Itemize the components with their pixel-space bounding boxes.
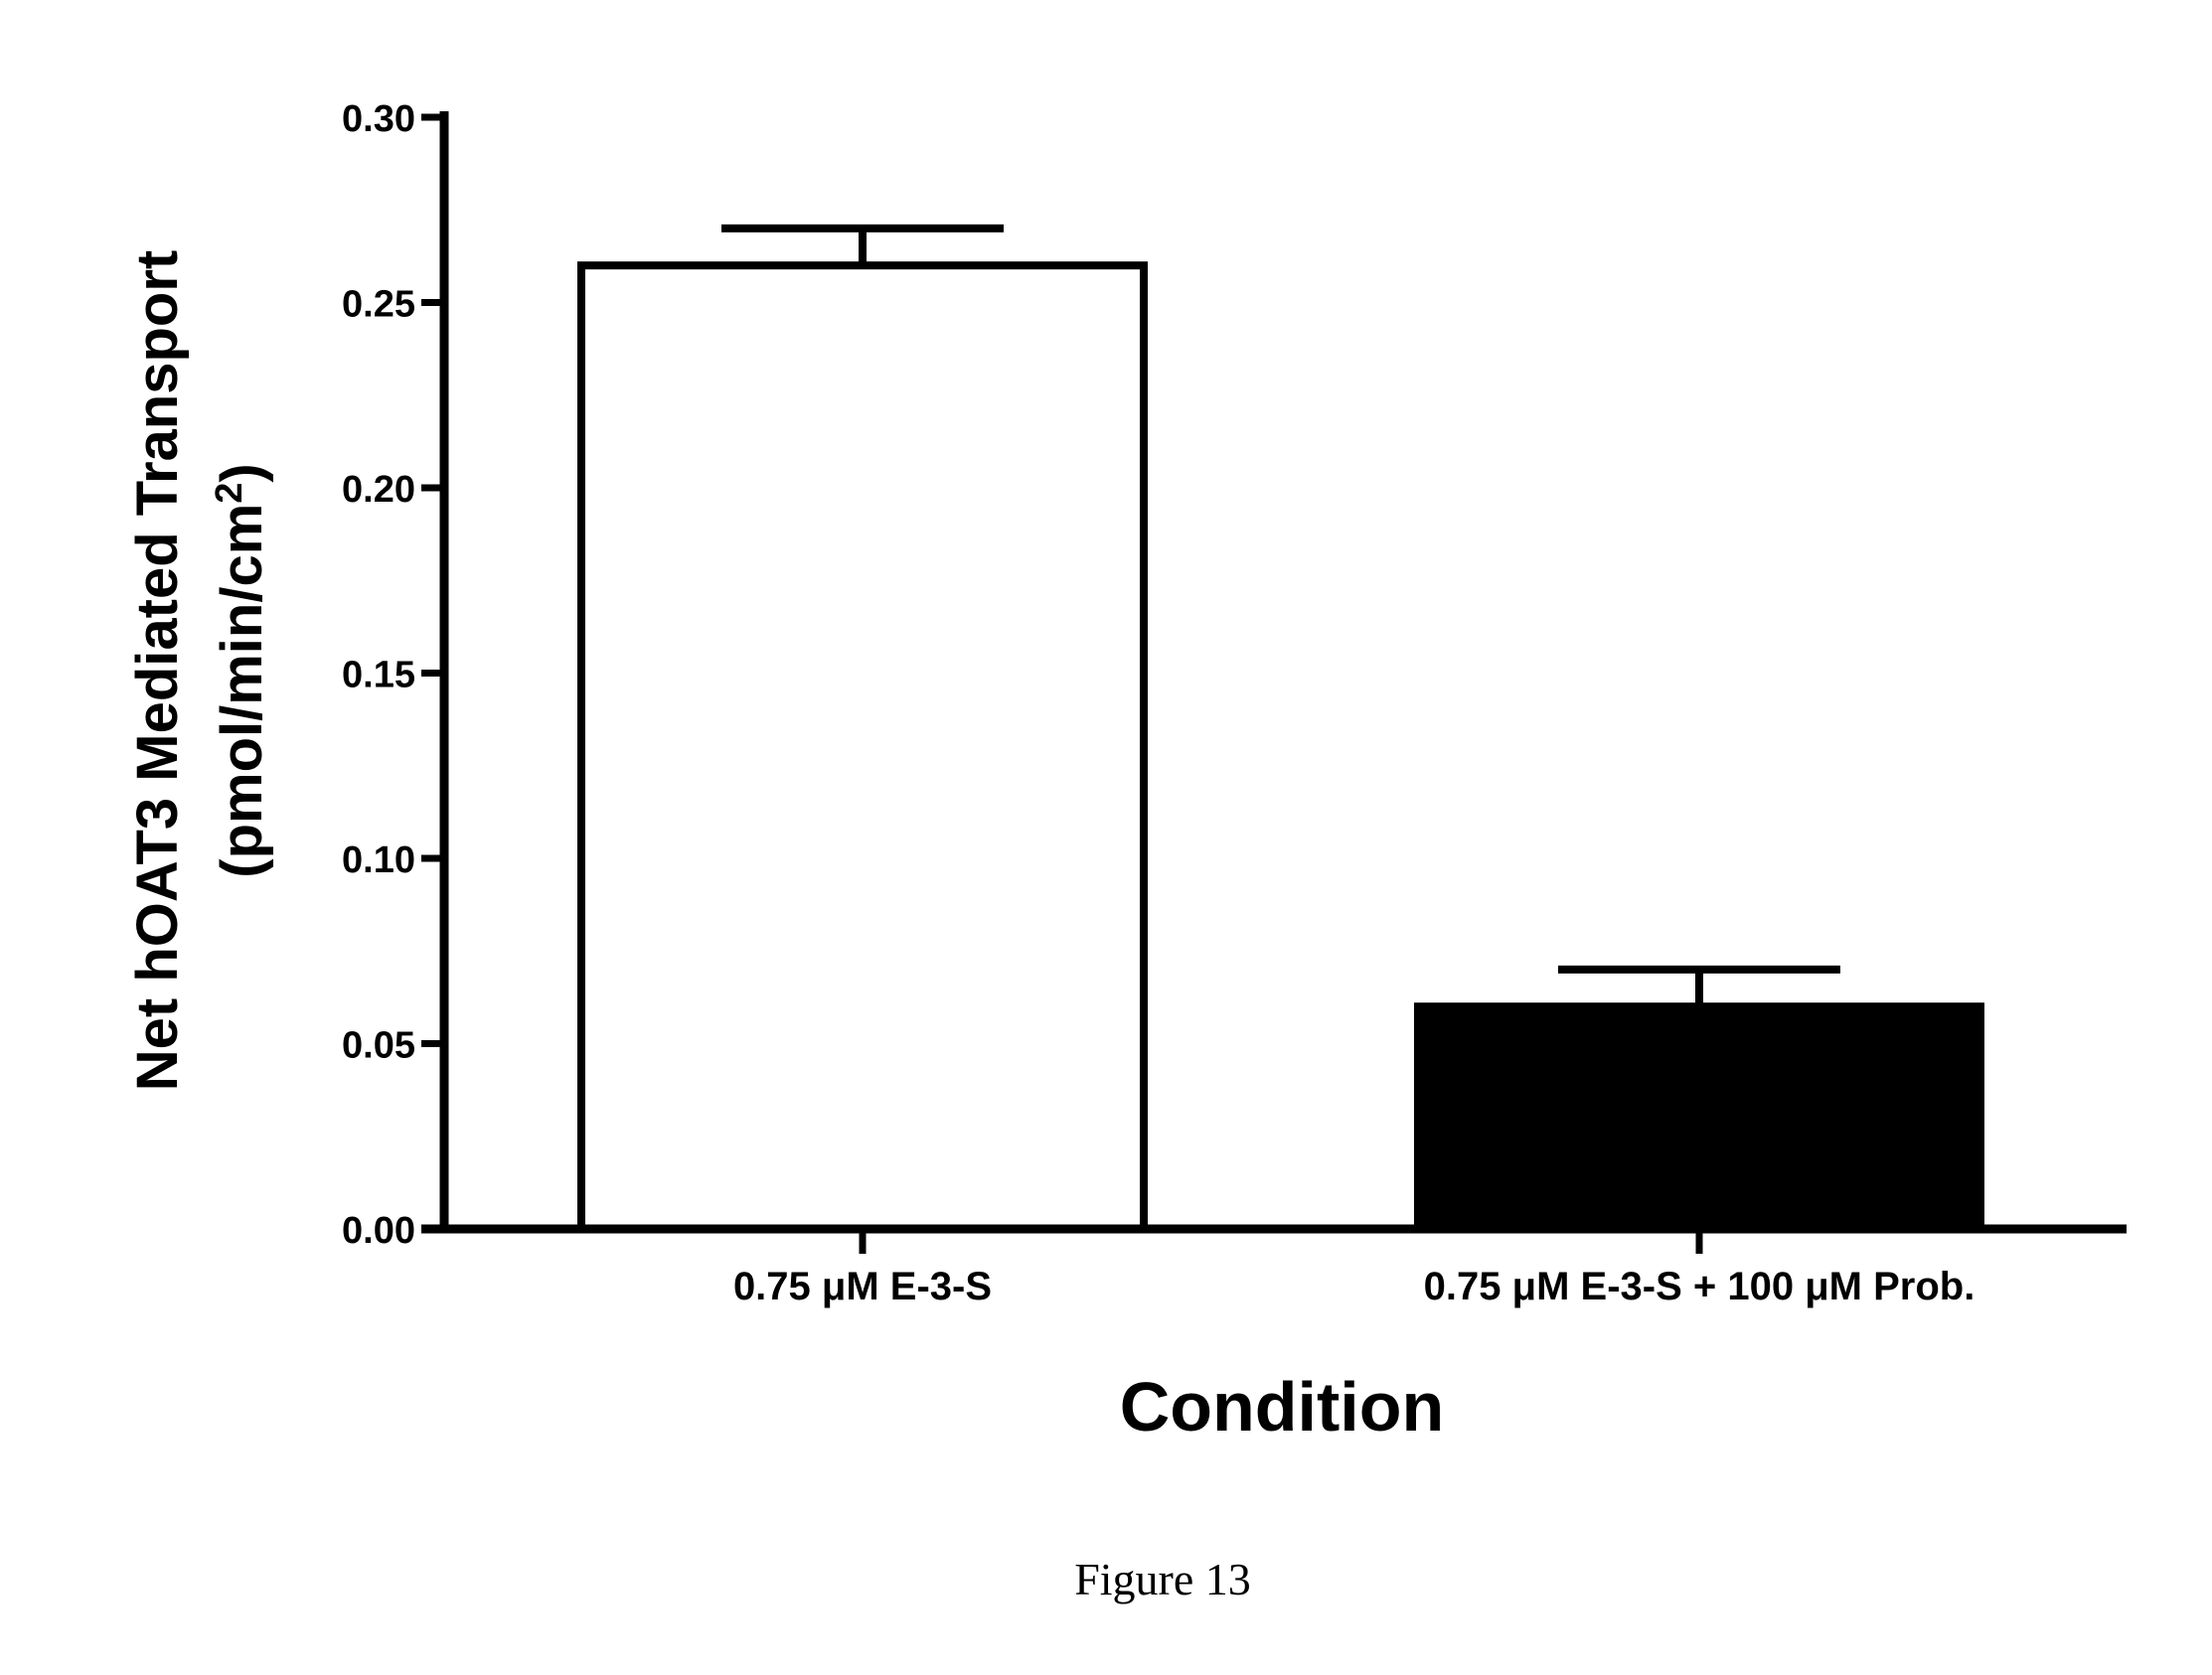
y-axis-unit-close: ) bbox=[210, 463, 274, 482]
x-ticks-layer: 0.75 μM E-3-S 0.75 μM E-3-S + 100 μM Prob… bbox=[733, 1229, 1975, 1308]
y-axis-label-line2: (pmol/min/cm2) bbox=[209, 463, 274, 878]
bar-2 bbox=[1414, 1002, 1984, 1234]
y-tick-label: 0.10 bbox=[342, 839, 415, 881]
y-tick-label: 0.25 bbox=[342, 284, 415, 326]
figure-caption: Figure 13 bbox=[1074, 1554, 1251, 1604]
x-axis-label: Condition bbox=[1120, 1368, 1445, 1446]
x-tick-label: 0.75 μM E-3-S + 100 μM Prob. bbox=[1424, 1265, 1975, 1308]
y-axis-label: Net hOAT3 Mediated Transport (pmol/min/c… bbox=[125, 250, 274, 1091]
y-axis-unit: (pmol/min/cm bbox=[210, 504, 274, 878]
y-tick-label: 0.00 bbox=[342, 1210, 415, 1252]
bar-1 bbox=[577, 261, 1148, 1233]
y-axis-label-line1: Net hOAT3 Mediated Transport bbox=[125, 250, 190, 1091]
y-ticks-layer: 0.00 0.05 0.10 0.15 0.20 0.25 0.30 bbox=[342, 98, 444, 1252]
error-bars-layer bbox=[721, 224, 1840, 1007]
x-tick-label: 0.75 μM E-3-S bbox=[733, 1265, 992, 1308]
y-tick-label: 0.05 bbox=[342, 1025, 415, 1067]
y-axis-unit-superscript: 2 bbox=[209, 483, 250, 504]
bars-layer bbox=[577, 261, 1984, 1234]
y-tick-label: 0.15 bbox=[342, 655, 415, 696]
y-tick-label: 0.20 bbox=[342, 469, 415, 511]
y-tick-label: 0.30 bbox=[342, 98, 415, 140]
